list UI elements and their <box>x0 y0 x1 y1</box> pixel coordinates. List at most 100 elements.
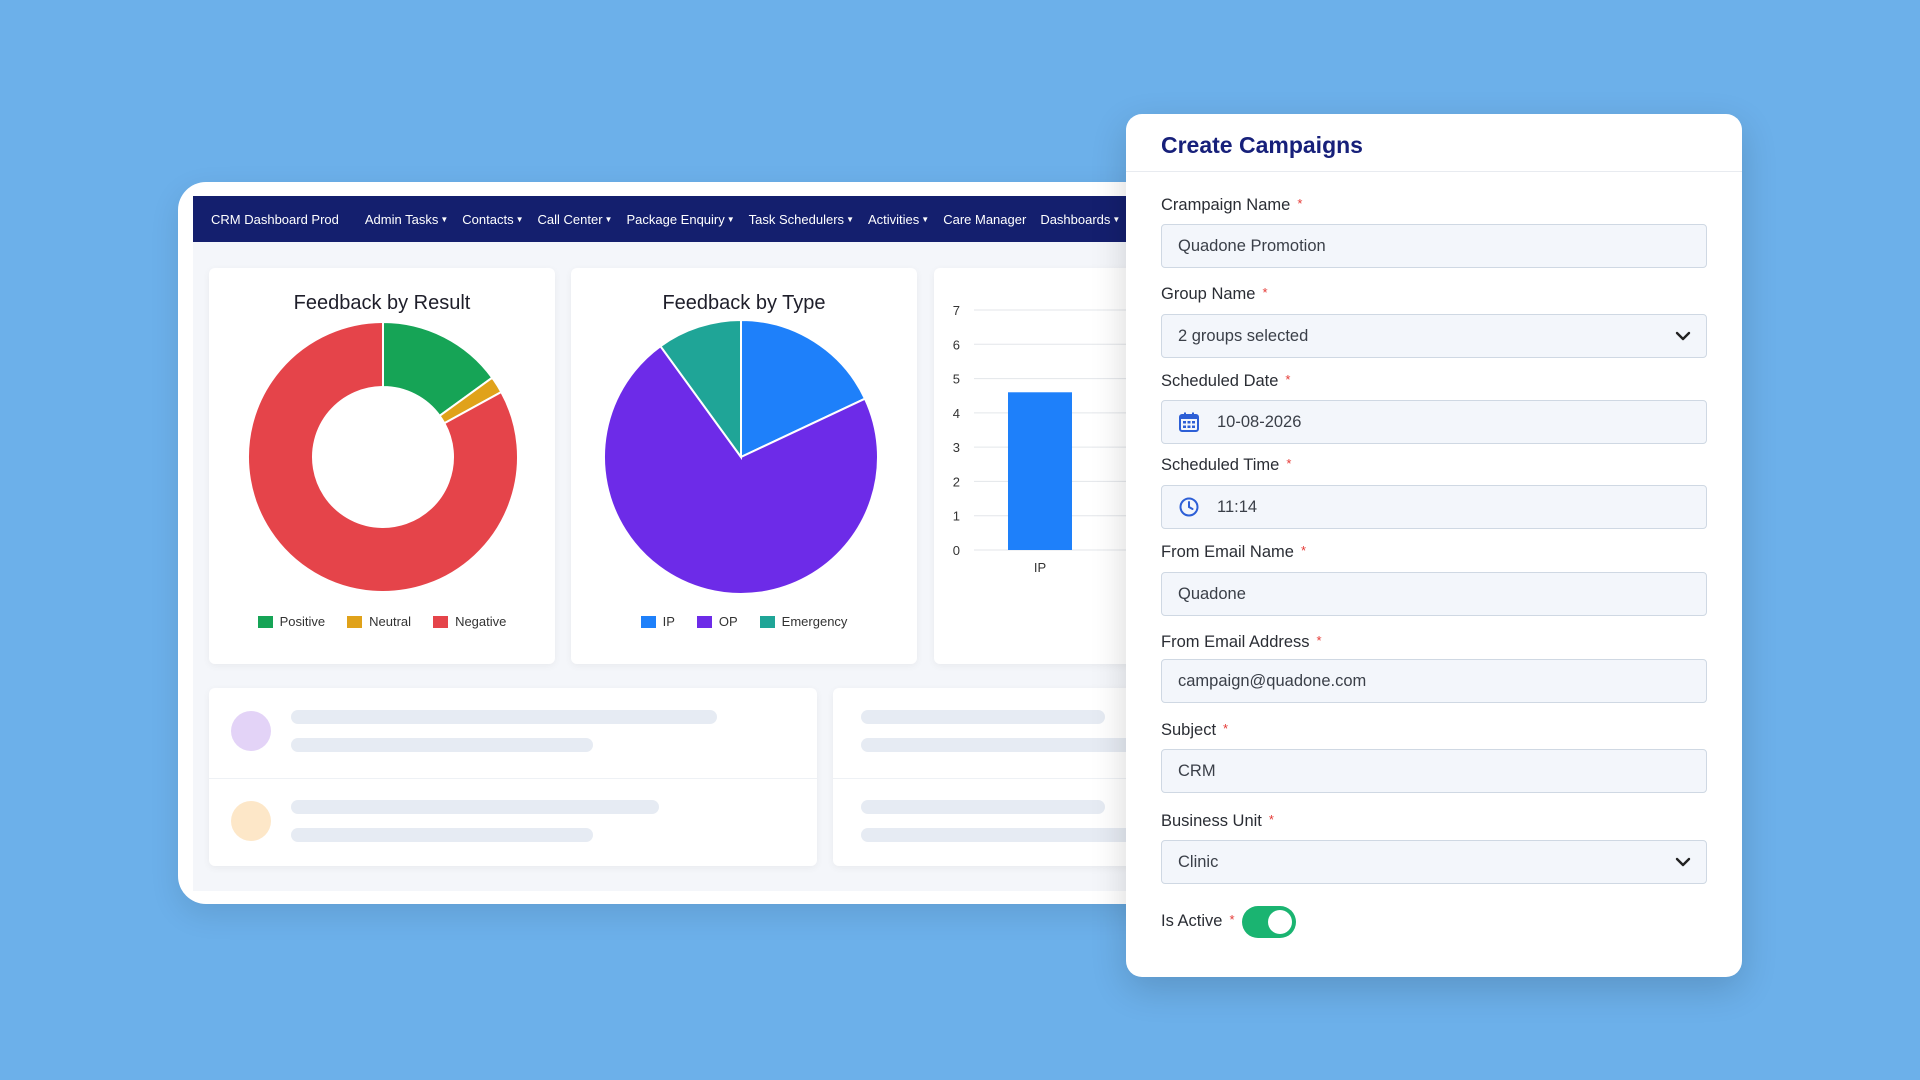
feedback-type-panel: Feedback by Type IP OP Emergency <box>571 268 917 664</box>
avatar-placeholder <box>231 711 271 751</box>
is-active-label: Is Active * <box>1161 912 1235 931</box>
legend-item-negative[interactable]: Negative <box>433 614 506 629</box>
label-text: Is Active <box>1161 912 1223 930</box>
campaign-name-label: Crampaign Name * <box>1161 196 1302 215</box>
group-name-select[interactable]: 2 groups selected <box>1161 314 1707 358</box>
legend-label: OP <box>718 614 738 629</box>
field-value: Quadone <box>1178 584 1246 603</box>
y-tick-label: 0 <box>953 543 960 558</box>
required-mark: * <box>1286 456 1292 471</box>
legend-swatch <box>640 615 656 628</box>
scheduled-time-label: Scheduled Time * <box>1161 456 1291 475</box>
label-text: Subject <box>1161 721 1217 739</box>
legend-label: Neutral <box>369 614 412 629</box>
label-text: Group Name <box>1161 285 1256 303</box>
form-title: Create Campaigns <box>1161 132 1363 158</box>
business-unit-select[interactable]: Clinic <box>1161 840 1707 884</box>
slice-op[interactable] <box>603 344 879 595</box>
avatar-placeholder <box>231 801 271 841</box>
nav-item-label: Care Manager <box>943 211 1027 227</box>
create-campaign-form: Create Campaigns Crampaign Name * Quadone… <box>1126 114 1742 977</box>
field-value: Clinic <box>1178 852 1219 871</box>
chart-title: Feedback by Type <box>662 292 826 314</box>
from-email-address-input[interactable]: campaign@quadone.com <box>1161 659 1707 703</box>
from-email-name-input[interactable]: Quadone <box>1161 572 1707 616</box>
toggle-knob <box>1268 910 1292 934</box>
skeleton-line <box>861 828 1161 842</box>
group-name-label: Group Name * <box>1161 285 1268 304</box>
caret-down-icon: ▼ <box>604 214 613 224</box>
legend-swatch <box>347 615 363 628</box>
is-active-toggle[interactable] <box>1242 906 1296 938</box>
chevron-down-icon <box>1675 331 1691 341</box>
caret-down-icon: ▼ <box>921 214 930 224</box>
chart-legend: IP OP Emergency <box>571 614 917 629</box>
label-text: From Email Address <box>1161 633 1310 651</box>
nav-brand[interactable]: CRM Dashboard Prod <box>211 211 339 227</box>
required-mark: * <box>1297 196 1303 211</box>
donut-chart <box>247 320 519 593</box>
legend-swatch <box>759 615 775 628</box>
field-value: CRM <box>1178 761 1216 780</box>
legend-item-emergency[interactable]: Emergency <box>759 614 847 629</box>
loading-list-card <box>209 688 817 866</box>
legend-item-ip[interactable]: IP <box>640 614 675 629</box>
y-tick-label: 7 <box>953 303 960 318</box>
dashboard-content: CRM Dashboard Prod Admin Tasks ▼ Contacts… <box>193 196 1193 891</box>
scheduled-date-label: Scheduled Date * <box>1161 372 1290 391</box>
field-value: Quadone Promotion <box>1178 236 1326 255</box>
required-mark: * <box>1285 372 1291 387</box>
subject-input[interactable]: CRM <box>1161 749 1707 793</box>
nav-item-activities[interactable]: Activities ▼ <box>868 212 929 227</box>
label-text: From Email Name <box>1161 543 1294 561</box>
scheduled-time-input[interactable]: 11:14 <box>1161 485 1707 529</box>
legend-item-positive[interactable]: Positive <box>257 614 325 629</box>
nav-item-label: Admin Tasks <box>364 211 439 227</box>
calendar-icon[interactable] <box>1178 411 1200 433</box>
clock-icon[interactable] <box>1178 496 1200 518</box>
nav-item-contacts[interactable]: Contacts ▼ <box>462 212 523 227</box>
caret-down-icon: ▼ <box>726 214 735 224</box>
nav-item-label: Call Center <box>537 211 603 227</box>
legend-item-op[interactable]: OP <box>696 614 738 629</box>
required-mark: * <box>1229 912 1235 927</box>
slice-ip[interactable] <box>740 318 867 459</box>
y-tick-label: 1 <box>953 509 960 524</box>
nav-item-label: Task Schedulers <box>748 211 845 227</box>
campaign-name-input[interactable]: Quadone Promotion <box>1161 224 1707 268</box>
nav-item-label: Dashboards <box>1040 211 1111 227</box>
required-mark: * <box>1223 721 1229 736</box>
bar-ip[interactable] <box>1008 392 1072 550</box>
chart-legend: Positive Neutral Negative <box>209 614 555 629</box>
slice-emergency[interactable] <box>659 318 742 461</box>
nav-item-call-center[interactable]: Call Center ▼ <box>538 212 613 227</box>
skeleton-line <box>291 800 659 814</box>
label-text: Scheduled Date <box>1161 372 1279 390</box>
nav-item-admin-tasks[interactable]: Admin Tasks ▼ <box>365 212 448 227</box>
nav-item-label: Package Enquiry <box>626 211 725 227</box>
scheduled-date-input[interactable]: 10-08-2026 <box>1161 400 1707 444</box>
y-tick-label: 6 <box>953 337 960 352</box>
nav-item-dashboards[interactable]: Dashboards ▼ <box>1040 212 1120 227</box>
nav-item-care-manager[interactable]: Care Manager <box>943 212 1026 227</box>
pie-chart <box>603 318 879 595</box>
field-value: 10-08-2026 <box>1217 412 1302 431</box>
nav-item-task-schedulers[interactable]: Task Schedulers ▼ <box>749 212 854 227</box>
legend-swatch <box>433 615 449 628</box>
nav-item-label: Activities <box>867 211 920 227</box>
slice-negative[interactable] <box>247 320 519 593</box>
from-email-name-label: From Email Name * <box>1161 543 1306 562</box>
y-tick-label: 2 <box>953 474 960 489</box>
caret-down-icon: ▼ <box>846 214 854 224</box>
legend-item-neutral[interactable]: Neutral <box>347 614 411 629</box>
skeleton-line <box>291 828 593 842</box>
label-text: Crampaign Name <box>1161 196 1291 214</box>
legend-label: Negative <box>455 614 507 629</box>
legend-swatch <box>257 615 273 628</box>
divider <box>833 778 1193 779</box>
y-tick-label: 5 <box>953 372 960 387</box>
chevron-down-icon <box>1675 857 1691 867</box>
from-email-address-label: From Email Address * <box>1161 633 1322 652</box>
label-text: Business Unit <box>1161 812 1262 830</box>
nav-item-package-enquiry[interactable]: Package Enquiry ▼ <box>626 212 734 227</box>
